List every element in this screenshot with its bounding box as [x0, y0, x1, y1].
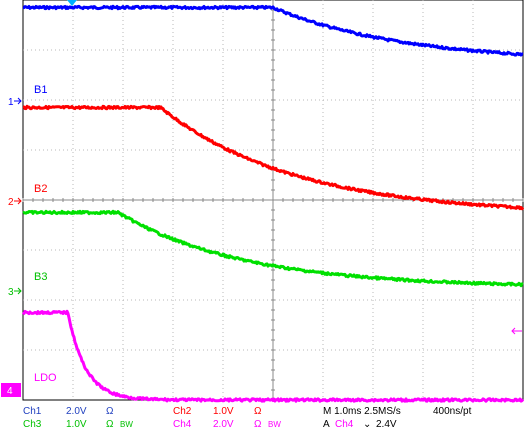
channel-1-marker[interactable]: 1 — [8, 97, 14, 108]
trace-label-b1: B1 — [34, 84, 47, 96]
status-bar: Ch1 2.0V Ω Ch2 1.0V Ω Ch3 1.0V Ω BW Ch4 … — [0, 402, 524, 440]
trigger-level[interactable]: 2.4V — [376, 419, 397, 430]
resolution-readout: 400ns/pt — [433, 406, 472, 417]
ch4-scale: 2.0V — [213, 419, 234, 430]
trigger-slope-icon: ⌄ — [363, 419, 372, 430]
timebase-readout[interactable]: M 1.0ms 2.5MS/s — [323, 406, 401, 417]
ch1-scale: 2.0V — [66, 406, 87, 417]
ch3-coupling: Ω — [106, 419, 114, 430]
channel-3-arrow-icon — [14, 287, 22, 295]
trace-b1 — [22, 4, 524, 57]
channel-markers[interactable]: 1 2 3 4 — [1, 0, 522, 397]
graticule-grid — [22, 0, 524, 401]
trace-label-ldo: LDO — [34, 372, 57, 384]
ch3-scale: 1.0V — [66, 419, 87, 430]
ch4-bandwidth-limit: BW — [268, 420, 281, 429]
trigger-level-arrow-icon[interactable] — [511, 327, 522, 335]
trace-label-b2: B2 — [34, 183, 47, 195]
trace-ldo — [21, 309, 524, 403]
ch2-coupling: Ω — [254, 406, 262, 417]
ch2-label[interactable]: Ch2 — [173, 406, 192, 417]
waveform-traces — [21, 4, 524, 403]
ch2-scale: 1.0V — [213, 406, 234, 417]
trace-b3 — [22, 209, 524, 288]
ch1-coupling: Ω — [106, 406, 114, 417]
ch4-coupling: Ω — [254, 419, 262, 430]
ch3-label[interactable]: Ch3 — [23, 419, 42, 430]
trigger-prefix: A — [323, 419, 330, 430]
channel-2-arrow-icon — [14, 197, 22, 205]
channel-4-marker[interactable]: 4 — [7, 386, 13, 397]
channel-4-marker-box[interactable] — [1, 383, 21, 397]
trace-labels: B1 B2 B3 LDO — [34, 84, 57, 384]
ch1-label[interactable]: Ch1 — [23, 406, 42, 417]
channel-1-arrow-icon — [14, 97, 22, 105]
channel-2-marker[interactable]: 2 — [8, 197, 14, 208]
trigger-source[interactable]: Ch4 — [335, 419, 354, 430]
trace-label-b3: B3 — [34, 271, 47, 283]
ch4-label[interactable]: Ch4 — [173, 419, 192, 430]
channel-3-marker[interactable]: 3 — [8, 287, 14, 298]
trigger-position-icon[interactable] — [67, 0, 77, 6]
trace-b2 — [22, 104, 524, 211]
ch3-bandwidth-limit: BW — [120, 420, 133, 429]
